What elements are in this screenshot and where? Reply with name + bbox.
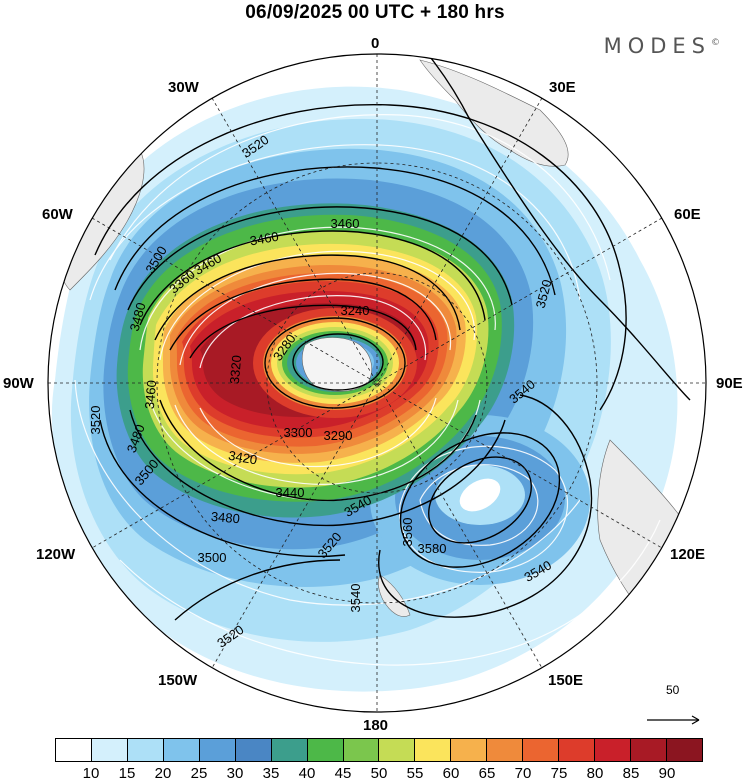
colorbar-tick-label: 65 <box>478 765 496 782</box>
colorbar-tick-label: 70 <box>514 765 532 782</box>
colorbar-cell <box>379 739 416 761</box>
colorbar-cell <box>163 739 200 761</box>
lon-label-30w: 30W <box>168 79 199 96</box>
colorbar-tick-label: 40 <box>298 765 316 782</box>
colorbar-tick-label: 45 <box>334 765 352 782</box>
colorbar-cell <box>56 739 92 761</box>
land-new-zealand <box>378 574 411 617</box>
contour-label: 3460 <box>331 216 360 231</box>
contour-label: 3540 <box>348 584 363 613</box>
colorbar-tick-label: 80 <box>586 765 604 782</box>
map-border <box>47 53 707 713</box>
contour-label: 3580 <box>418 541 447 556</box>
lon-label-120e: 120E <box>670 546 706 563</box>
low-center <box>459 478 501 512</box>
brand-logo: MODES© <box>604 34 720 58</box>
colorbar-cell <box>595 739 631 761</box>
colorbar-cell <box>271 739 308 761</box>
colorbar-cell <box>451 739 488 761</box>
colorbar-cell <box>343 739 380 761</box>
colorbar <box>55 738 703 762</box>
colorbar-cell <box>487 739 524 761</box>
lon-label-60w: 60W <box>42 206 73 223</box>
contour-label: 3480 <box>210 509 240 526</box>
lon-label-0: 0 <box>371 35 380 52</box>
contour-label: 3520 <box>88 406 103 435</box>
colorbar-tick-label: 30 <box>226 765 244 782</box>
lon-label-150e: 150E <box>548 672 584 689</box>
colorbar-cell <box>559 739 596 761</box>
colorbar-tick-label: 35 <box>262 765 280 782</box>
colorbar-cell <box>199 739 236 761</box>
polar-map: 3520348034603460346035003480324032803320… <box>47 53 707 713</box>
contour-label: 3420 <box>227 448 258 468</box>
lon-label-120w: 120W <box>36 546 76 563</box>
contour-label: 3480 <box>127 301 149 333</box>
contours <box>94 54 691 621</box>
graticule <box>48 54 706 712</box>
colorbar-cell <box>307 739 344 761</box>
colorbar-tick-label: 90 <box>658 765 676 782</box>
map-title: 06/09/2025 00 UTC + 180 hrs <box>245 2 505 23</box>
colorbar-tick-label: 75 <box>550 765 568 782</box>
contour-label: 3460 <box>142 380 159 410</box>
vector-reference-arrow <box>647 715 700 725</box>
vector-reference-label: 50 <box>666 683 680 697</box>
lon-label-30e: 30E <box>549 79 576 96</box>
colorbar-cell <box>91 739 128 761</box>
land-africa <box>419 59 569 167</box>
colorbar-tick-label: 15 <box>118 765 136 782</box>
lon-label-180: 180 <box>363 717 389 734</box>
contour-label: 3560 <box>400 518 415 547</box>
colorbar-tick-label: 85 <box>622 765 640 782</box>
colorbar-tick-label: 20 <box>154 765 172 782</box>
contour-label: 3440 <box>276 485 305 500</box>
colorbar-tick-label: 55 <box>406 765 424 782</box>
contour-label: 3300 <box>284 425 313 440</box>
contour-label: 3240 <box>341 303 370 318</box>
copyright-mark: © <box>711 38 720 48</box>
lon-label-60e: 60E <box>674 206 701 223</box>
colorbar-cell <box>235 739 272 761</box>
colorbar-cell <box>127 739 164 761</box>
colorbar-tick-label: 25 <box>190 765 208 782</box>
colorbar-cell <box>631 739 667 761</box>
colorbar-tick-label: 60 <box>442 765 460 782</box>
contour-label: 3500 <box>198 550 227 565</box>
colorbar-tick-label: 10 <box>82 765 100 782</box>
colorbar-cell <box>415 739 452 761</box>
lon-label-90w: 90W <box>3 375 34 392</box>
map-disk <box>48 54 706 712</box>
colorbar-tick-label: 50 <box>370 765 388 782</box>
contour-label: 3460 <box>249 229 280 249</box>
colorbar-cell <box>666 739 702 761</box>
lon-label-90e: 90E <box>716 375 743 392</box>
contour-label: 3520 <box>533 278 555 310</box>
colorbar-cell <box>523 739 560 761</box>
lon-label-150w: 150W <box>158 672 198 689</box>
contour-label: 3320 <box>227 355 244 385</box>
contour-label: 3290 <box>324 428 353 443</box>
brand-name: MODES <box>603 34 711 58</box>
